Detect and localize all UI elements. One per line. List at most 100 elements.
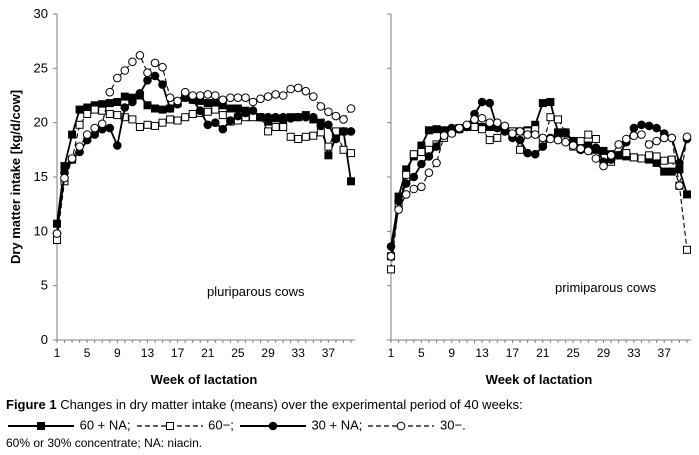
data-point xyxy=(637,130,646,139)
data-point xyxy=(301,112,311,122)
data-point xyxy=(241,108,250,118)
data-point xyxy=(324,151,333,160)
data-point xyxy=(402,170,411,179)
data-point xyxy=(652,152,661,161)
data-point xyxy=(143,120,152,129)
data-point xyxy=(622,134,631,144)
data-point xyxy=(424,152,434,161)
data-point xyxy=(424,168,434,177)
data-point xyxy=(675,181,684,190)
data-point xyxy=(294,135,303,143)
data-point xyxy=(135,123,144,131)
data-point xyxy=(226,104,235,113)
data-point xyxy=(218,124,228,134)
data-point xyxy=(614,151,624,160)
data-point xyxy=(279,123,288,131)
data-point xyxy=(424,126,433,135)
data-point xyxy=(195,91,205,100)
x-tick-label: 21 xyxy=(201,346,215,360)
data-point xyxy=(530,149,540,159)
data-point xyxy=(248,97,258,107)
data-point xyxy=(211,99,220,108)
data-point xyxy=(173,96,182,106)
y-tick-label: 5 xyxy=(41,278,48,293)
data-point xyxy=(293,83,303,93)
data-point xyxy=(97,119,107,129)
data-point xyxy=(256,94,265,104)
data-point xyxy=(409,184,419,194)
data-point xyxy=(98,106,107,115)
data-point xyxy=(286,114,296,123)
data-point xyxy=(128,57,137,67)
data-point xyxy=(188,110,197,118)
y-tick-label: 25 xyxy=(34,60,48,75)
data-point xyxy=(211,105,220,114)
data-point xyxy=(470,123,479,131)
data-point xyxy=(409,150,418,159)
data-point xyxy=(538,133,548,143)
series-2 xyxy=(53,105,355,244)
data-point xyxy=(324,107,333,117)
data-point xyxy=(264,127,273,136)
data-point xyxy=(629,131,639,140)
data-point xyxy=(278,112,288,122)
data-point xyxy=(538,142,548,151)
data-point xyxy=(591,143,601,152)
data-point xyxy=(324,120,333,130)
y-tick-label: 10 xyxy=(34,223,48,238)
data-point xyxy=(128,97,137,107)
data-point xyxy=(386,251,396,261)
data-point xyxy=(576,144,586,153)
data-point xyxy=(181,113,190,122)
data-point xyxy=(432,142,441,151)
legend-item: 30 + NA; xyxy=(238,417,362,434)
legend-marker xyxy=(268,421,278,431)
data-point xyxy=(553,135,563,145)
data-point xyxy=(331,111,341,121)
legend-label: 60 + NA; xyxy=(76,417,131,433)
data-point xyxy=(629,123,639,133)
data-point xyxy=(599,161,608,171)
data-point xyxy=(143,68,152,77)
legend-label: 60−; xyxy=(204,417,234,433)
data-point xyxy=(347,177,355,186)
data-point xyxy=(485,118,495,127)
x-tick-label: 17 xyxy=(171,346,185,360)
data-point xyxy=(113,73,122,83)
data-point xyxy=(151,121,159,130)
data-point xyxy=(165,93,175,102)
data-point xyxy=(316,121,326,131)
x-tick-label: 25 xyxy=(566,346,580,360)
data-point xyxy=(203,99,212,108)
y-axis-title: Dry matter intake [kg/d/cow] xyxy=(8,90,23,264)
legend: 60 + NA; 60−; 30 + NA; 30−. xyxy=(6,417,470,433)
data-point xyxy=(211,91,220,100)
data-point xyxy=(158,118,167,127)
x-tick-label: 5 xyxy=(418,346,425,360)
data-point xyxy=(113,111,122,120)
data-point xyxy=(644,140,654,149)
data-point xyxy=(339,115,348,124)
data-point xyxy=(135,89,145,98)
data-point xyxy=(143,76,152,85)
data-point xyxy=(455,123,464,133)
data-point xyxy=(90,123,99,133)
data-point xyxy=(195,106,205,115)
data-point xyxy=(301,132,310,141)
data-point xyxy=(256,112,265,122)
legend-swatch xyxy=(136,421,203,430)
data-point xyxy=(158,105,167,114)
footnote: 60% or 30% concentrate; NA: niacin. xyxy=(6,436,203,450)
data-point xyxy=(165,104,175,113)
data-point xyxy=(477,97,487,107)
data-point xyxy=(652,158,661,167)
data-point xyxy=(432,158,441,168)
data-point xyxy=(82,130,92,139)
data-point xyxy=(447,129,457,138)
data-point xyxy=(652,136,661,146)
data-point xyxy=(309,92,318,101)
data-point xyxy=(120,66,130,75)
data-point xyxy=(515,135,525,145)
data-point xyxy=(150,58,160,68)
